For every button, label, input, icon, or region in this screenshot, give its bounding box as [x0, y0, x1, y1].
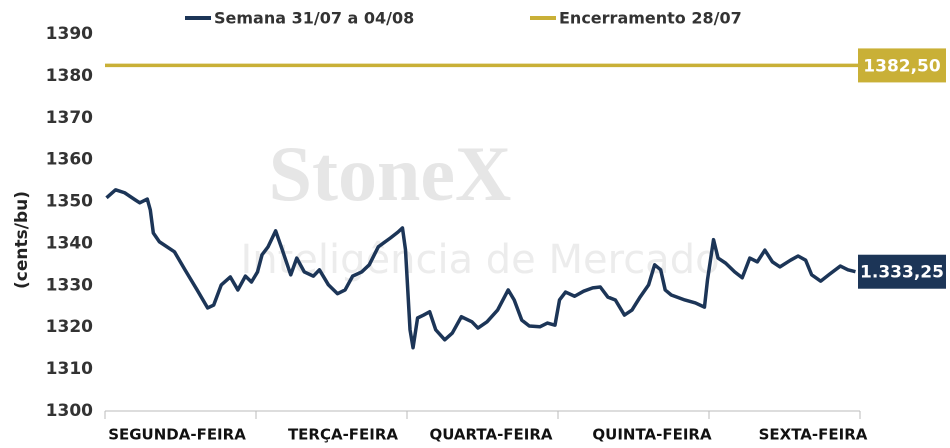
watermark-subtitle: Inteligência de Mercado [240, 237, 719, 283]
x-tick-label: QUARTA-FEIRA [429, 426, 552, 444]
end-label-box [858, 48, 946, 83]
y-tick-label: 1340 [46, 233, 93, 253]
y-tick-label: 1350 [46, 192, 93, 212]
y-tick-label: 1320 [46, 317, 93, 337]
y-tick-label: 1370 [46, 108, 93, 128]
y-tick-label: 1360 [46, 150, 93, 170]
y-tick-label: 1390 [46, 24, 93, 44]
legend-label: Semana 31/07 a 04/08 [214, 9, 414, 28]
end-label-box [858, 254, 946, 289]
x-tick-label: QUINTA-FEIRA [592, 426, 712, 444]
y-tick-label: 1300 [46, 401, 93, 421]
watermark-logo: StoneX [269, 130, 512, 217]
y-axis-label: (cents/bu) [12, 191, 32, 289]
x-tick-label: TERÇA-FEIRA [288, 426, 398, 444]
y-tick-label: 1330 [46, 275, 93, 295]
y-tick-label: 1310 [46, 359, 93, 379]
y-tick-label: 1380 [46, 66, 93, 86]
end-label: 1.333,25 [860, 263, 944, 283]
end-label: 1382,50 [863, 56, 941, 76]
legend-label: Encerramento 28/07 [559, 9, 742, 28]
series-line [105, 188, 856, 350]
x-tick-label: SEGUNDA-FEIRA [108, 426, 246, 444]
x-tick-label: SEXTA-FEIRA [759, 426, 868, 444]
